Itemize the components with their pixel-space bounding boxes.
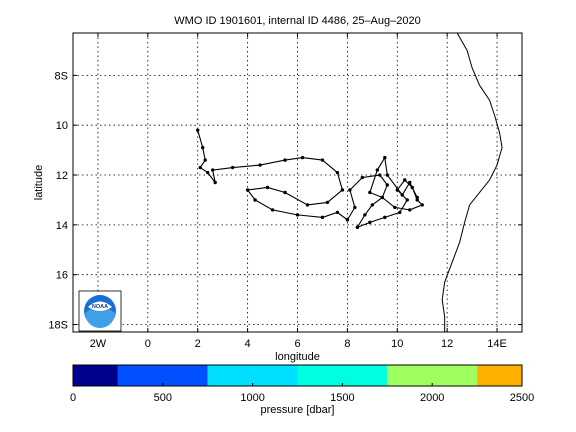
track-point — [305, 203, 310, 207]
noaa-logo-gull — [88, 301, 112, 311]
track-point — [203, 158, 207, 162]
track-point — [405, 198, 409, 202]
track-point — [201, 145, 205, 150]
y-tick-label: 18S — [48, 320, 68, 332]
track-point — [378, 173, 382, 177]
colorbar-tick-label: 0 — [70, 392, 76, 404]
x-tick-label: 2W — [90, 338, 107, 350]
x-tick-label: 2 — [195, 338, 201, 350]
track-point — [410, 185, 414, 190]
track-point — [385, 183, 389, 187]
colorbar-tick-label: 500 — [154, 392, 172, 404]
track-point — [345, 218, 350, 222]
x-tick-label: 14E — [487, 338, 507, 350]
track-point — [320, 158, 325, 162]
track-point — [383, 215, 387, 220]
track-point — [295, 213, 300, 217]
track-point — [408, 180, 412, 185]
track-point — [253, 198, 257, 202]
track-point — [380, 195, 385, 200]
y-tick-label: 12 — [56, 170, 68, 182]
x-tick-label: 12 — [441, 338, 453, 350]
x-tick-label: 6 — [294, 338, 300, 350]
track-point — [283, 190, 287, 195]
y-tick-label: 14 — [56, 220, 68, 232]
track-point — [213, 180, 217, 185]
y-tick-label: 10 — [56, 120, 68, 132]
y-tick-label: 8S — [55, 70, 68, 82]
colorbar-tick-label: 1500 — [330, 392, 354, 404]
x-tick-label: 0 — [145, 338, 151, 350]
colorbar-frame — [72, 364, 523, 387]
colorbar-tick-label: 1000 — [240, 392, 264, 404]
track-point — [258, 163, 262, 167]
x-tick-label: 10 — [391, 338, 403, 350]
track-point — [403, 178, 407, 182]
track-point — [206, 170, 210, 175]
colorbar-label: pressure [dbar] — [261, 404, 335, 416]
track-point — [196, 128, 200, 132]
track-point — [300, 155, 305, 160]
track-point — [320, 215, 325, 220]
track-point — [230, 165, 235, 170]
track-point — [368, 220, 372, 225]
colorbar-bin — [117, 365, 208, 386]
track-point — [335, 170, 340, 175]
track-point — [198, 165, 202, 170]
track-point — [385, 173, 389, 177]
y-axis-label: latitude — [33, 165, 45, 200]
track-point — [325, 200, 330, 205]
x-tick-label: 4 — [245, 338, 251, 350]
track-point — [408, 208, 412, 212]
track-point — [370, 203, 375, 207]
x-axis-label: longitude — [275, 351, 320, 363]
track-point — [415, 198, 419, 202]
track-point — [415, 195, 419, 200]
track-point — [340, 188, 345, 192]
track-point — [368, 190, 372, 195]
track-point — [360, 175, 365, 180]
colorbar-bin — [207, 365, 298, 386]
track-point — [270, 208, 275, 212]
track-point — [420, 203, 424, 207]
track-point — [383, 155, 387, 160]
track-point — [395, 188, 399, 192]
track-point — [245, 188, 250, 192]
colorbar-tick-label: 2000 — [420, 392, 444, 404]
track-point — [355, 225, 360, 230]
track-point — [363, 213, 367, 217]
track-point — [335, 210, 340, 215]
colorbar-tick-label: 2500 — [510, 392, 534, 404]
y-tick-label: 16 — [56, 270, 68, 282]
chart-title: WMO ID 1901601, internal ID 4486, 25–Aug… — [174, 15, 420, 27]
x-tick-label: 8 — [344, 338, 350, 350]
track-point — [265, 185, 270, 190]
colorbar-bin — [477, 365, 522, 386]
track-point — [283, 158, 287, 162]
track-point — [398, 210, 402, 215]
coastline — [441, 32, 503, 332]
track-point — [393, 205, 397, 210]
colorbar-bin — [73, 365, 118, 386]
noaa-logo-wave — [85, 307, 115, 328]
track-point — [348, 188, 352, 192]
noaa-logo: NOAA — [92, 304, 108, 310]
track-point — [400, 193, 404, 197]
track-point — [210, 168, 215, 172]
colorbar-bin — [387, 365, 478, 386]
track-point — [375, 168, 380, 172]
track-point — [353, 205, 357, 210]
colorbar-bin — [297, 365, 388, 386]
